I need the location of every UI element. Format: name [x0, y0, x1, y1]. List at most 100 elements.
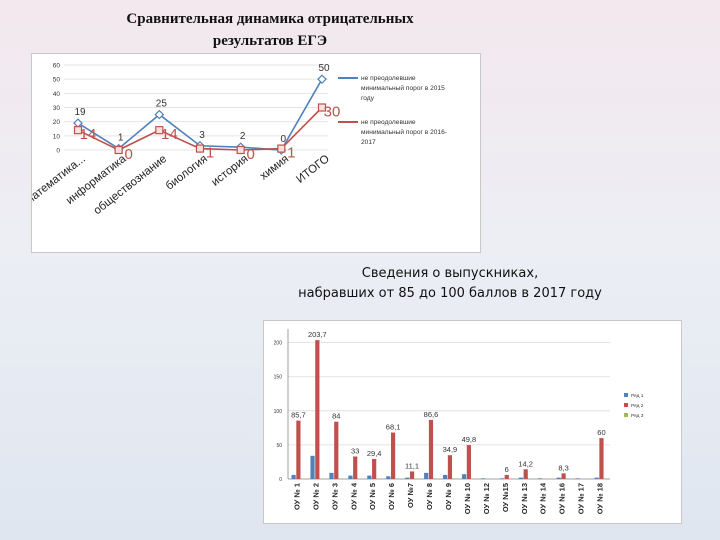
bar — [556, 477, 561, 479]
bar-chart-panel: 200 150 100 50 0 85,7 203,7 84 33 29,4 68,1 11,1 86,… — [263, 320, 682, 524]
bar — [424, 472, 429, 479]
bar — [447, 455, 453, 479]
data-label: 19 — [74, 107, 86, 118]
y-tick-label: 20 — [53, 119, 61, 126]
bar — [329, 472, 334, 479]
y-tick-label: 10 — [53, 133, 61, 140]
data-label: 0 — [246, 146, 254, 163]
bar-chart: 200 150 100 50 0 85,7 203,7 84 33 29,4 68,1 11,1 86,… — [274, 329, 644, 514]
data-point — [73, 126, 83, 135]
data-label: 84 — [332, 412, 340, 421]
bar — [405, 477, 410, 479]
data-label: 34,9 — [443, 445, 458, 454]
bar — [353, 456, 358, 479]
bar — [310, 455, 315, 479]
bar — [461, 474, 467, 479]
x-tick-label: ОУ № 16 — [558, 483, 567, 514]
bar — [409, 471, 415, 479]
data-point — [277, 144, 286, 153]
data-label: 29,4 — [367, 449, 382, 458]
data-label: 14 — [80, 126, 97, 143]
bar — [367, 475, 372, 479]
x-tick-label: ОУ № 5 — [368, 483, 377, 510]
legend-label: Ряд 3 — [631, 413, 644, 419]
bar — [575, 478, 580, 479]
data-label: 203,7 — [308, 330, 327, 339]
x-tick-label: биология — [164, 153, 210, 193]
x-tick-label: ОУ № 8 — [425, 483, 434, 510]
y-tick-label: 100 — [274, 409, 283, 415]
data-label: 3 — [199, 130, 205, 141]
data-label: 11,1 — [405, 461, 419, 470]
data-point — [155, 126, 164, 135]
data-point — [236, 145, 245, 155]
y-tick-label: 0 — [56, 148, 60, 155]
bar — [518, 477, 523, 479]
data-point — [195, 144, 205, 153]
data-label: 50 — [318, 63, 330, 74]
legend-label: Ряд 1 — [631, 393, 644, 399]
bar — [594, 477, 599, 479]
x-tick-label: ОУ №15 — [501, 483, 510, 512]
data-label: 0 — [281, 134, 287, 145]
bar — [291, 474, 296, 479]
x-tick-label: ОУ № 17 — [577, 483, 586, 514]
bar — [537, 478, 542, 479]
bar-chart-title: Сведения о выпускниках, набравших от 85 … — [270, 264, 630, 304]
data-label: 2 — [240, 131, 246, 142]
bar — [466, 445, 471, 479]
data-point — [317, 103, 327, 112]
data-label: 14 — [161, 126, 178, 143]
bar — [372, 458, 377, 479]
bar-chart-title-line2: набравших от 85 до 100 баллов в 2017 год… — [298, 286, 602, 301]
data-label: 1 — [118, 133, 124, 144]
bar — [348, 475, 353, 479]
x-tick-label: ОУ № 1 — [292, 483, 301, 510]
legend-label: не преодолевшие — [361, 75, 416, 82]
data-label: 25 — [156, 99, 168, 110]
data-label: 60 — [597, 428, 605, 437]
line-chart-title-line1: Сравнительная динамика отрицательных — [126, 11, 414, 27]
bar-chart-title-line1: Сведения о выпускниках, — [361, 266, 539, 281]
data-label: 14,2 — [518, 459, 533, 468]
x-tick-label: ОУ №7 — [406, 483, 415, 508]
data-label: 68,1 — [386, 423, 401, 432]
x-tick-label: ОУ № 14 — [539, 482, 548, 514]
bar — [443, 474, 448, 479]
y-tick-label: 150 — [274, 375, 283, 381]
bar — [391, 432, 396, 479]
legend-swatch — [624, 393, 628, 397]
x-tick-label: ОУ № 3 — [330, 483, 339, 510]
legend-label: Ряд 2 — [631, 403, 644, 409]
bar — [428, 419, 434, 479]
y-tick-label: 200 — [274, 341, 283, 347]
y-tick-label: 50 — [276, 443, 282, 449]
data-label: 1 — [287, 145, 295, 162]
data-label: 33 — [351, 447, 359, 456]
data-label: 86,6 — [424, 410, 439, 419]
bar — [334, 421, 339, 479]
bar — [480, 478, 486, 479]
legend-label: году — [361, 95, 375, 102]
line-chart-title-line2: результатов ЕГЭ — [212, 33, 328, 49]
x-tick-label: ОУ № 10 — [463, 483, 472, 514]
y-tick-label: 40 — [53, 91, 61, 98]
data-point — [114, 145, 123, 155]
legend-label: минимальный порог в 2015 — [361, 84, 445, 92]
legend-swatch — [624, 413, 628, 417]
x-tick-label: ОУ № 6 — [387, 483, 396, 510]
bar — [386, 476, 391, 479]
bar — [561, 473, 566, 479]
y-tick-label: 0 — [279, 477, 282, 483]
bar — [504, 474, 509, 479]
data-point — [154, 109, 165, 120]
data-label: 30 — [324, 104, 341, 121]
legend-label: 2017 — [361, 139, 376, 146]
y-tick-label: 30 — [53, 105, 61, 112]
bar — [296, 420, 301, 479]
data-label: 85,7 — [291, 411, 306, 420]
x-tick-label: химия — [258, 153, 291, 183]
x-tick-label: ОУ № 18 — [596, 483, 605, 514]
data-label: 0 — [124, 146, 132, 163]
